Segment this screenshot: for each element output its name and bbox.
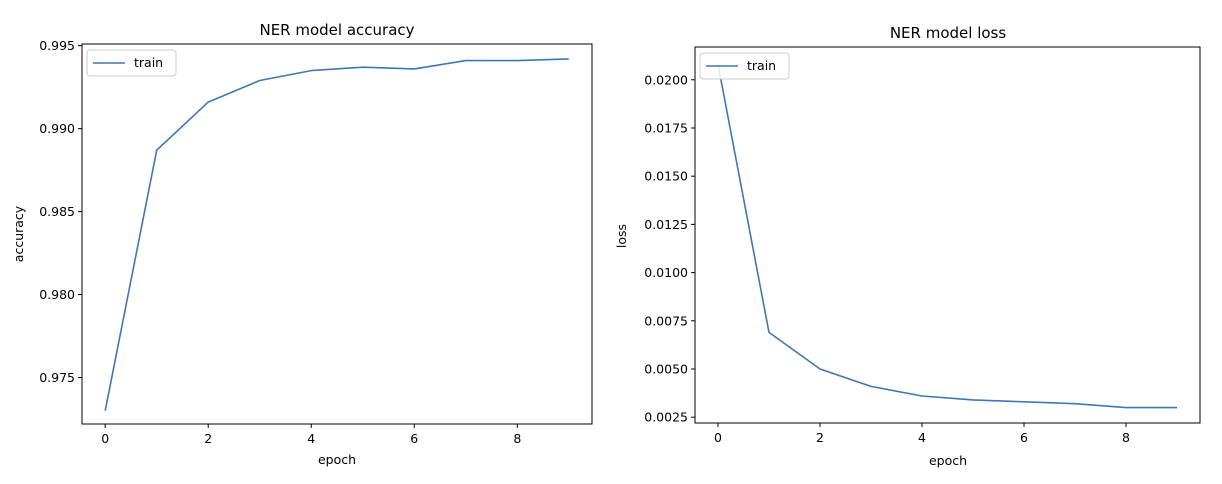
loss-x-tick-label: 6: [1020, 430, 1028, 445]
accuracy-plot-frame: [81, 43, 593, 425]
accuracy-x-tick-label: 2: [204, 431, 212, 446]
loss-chart-title: NER model loss: [890, 24, 1007, 42]
accuracy-x-tick-label: 0: [101, 431, 109, 446]
accuracy-x-tick-label: 4: [307, 431, 315, 446]
accuracy-y-tick-label: 0.990: [39, 121, 75, 136]
loss-x-tick-label: 4: [918, 430, 926, 445]
loss-x-tick-label: 8: [1122, 430, 1130, 445]
accuracy-y-tick-label: 0.980: [39, 287, 75, 302]
loss-y-tick-label: 0.0100: [644, 265, 688, 280]
accuracy-y-ticks: 0.975 0.980 0.985 0.990 0.995: [39, 38, 82, 385]
loss-y-tick-label: 0.0150: [644, 169, 688, 184]
loss-legend: train: [699, 52, 790, 80]
loss-y-tick-label: 0.0200: [644, 72, 688, 87]
loss-legend-box: [699, 52, 790, 80]
loss-y-tick-label: 0.0025: [644, 410, 688, 425]
accuracy-train-line: [104, 58, 569, 411]
loss-x-tick-label: 2: [816, 430, 824, 445]
accuracy-y-tick-label: 0.995: [39, 38, 75, 53]
accuracy-x-axis-label: epoch: [318, 452, 356, 467]
loss-y-axis-label: loss: [614, 224, 629, 248]
accuracy-chart-title: NER model accuracy: [259, 21, 414, 39]
loss-x-axis-label: epoch: [929, 453, 967, 468]
loss-train-line: [717, 64, 1177, 409]
loss-legend-label: train: [747, 58, 776, 73]
loss-y-ticks: 0.0025 0.0050 0.0075 0.0100 0.0125 0.0150 0.01…: [644, 72, 695, 425]
accuracy-y-axis-label: accuracy: [11, 205, 26, 262]
loss-plot-frame: [694, 46, 1201, 424]
accuracy-legend-box: [86, 49, 177, 77]
accuracy-y-tick-label: 0.975: [39, 370, 75, 385]
accuracy-legend: train: [86, 49, 177, 77]
accuracy-x-tick-label: 8: [513, 431, 521, 446]
loss-y-tick-label: 0.0175: [644, 120, 688, 135]
accuracy-x-tick-label: 6: [410, 431, 418, 446]
loss-y-tick-label: 0.0075: [644, 313, 688, 328]
loss-x-ticks: 0 2 4 6 8: [714, 423, 1130, 445]
accuracy-legend-label: train: [134, 55, 163, 70]
loss-y-tick-label: 0.0050: [644, 362, 688, 377]
accuracy-y-tick-label: 0.985: [39, 204, 75, 219]
accuracy-chart: NER model accuracy 0 2 4 6 8 0.975 0.980 0.985…: [11, 21, 593, 467]
loss-x-tick-label: 0: [714, 430, 722, 445]
accuracy-x-ticks: 0 2 4 6 8: [101, 424, 521, 446]
loss-y-tick-label: 0.0125: [644, 217, 688, 232]
